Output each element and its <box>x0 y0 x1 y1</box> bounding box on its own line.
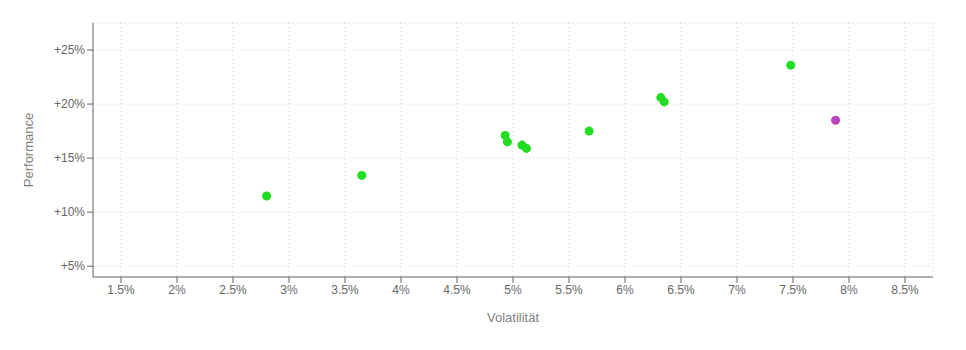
svg-text:Performance: Performance <box>21 113 36 187</box>
svg-text:8.5%: 8.5% <box>891 283 919 297</box>
svg-text:4.5%: 4.5% <box>443 283 471 297</box>
svg-text:+20%: +20% <box>54 97 85 111</box>
svg-text:+25%: +25% <box>54 43 85 57</box>
svg-text:4%: 4% <box>392 283 410 297</box>
svg-text:6%: 6% <box>616 283 634 297</box>
svg-text:+15%: +15% <box>54 151 85 165</box>
svg-text:3.5%: 3.5% <box>331 283 359 297</box>
svg-text:+5%: +5% <box>61 259 86 273</box>
svg-text:1.5%: 1.5% <box>107 283 135 297</box>
svg-text:5%: 5% <box>504 283 522 297</box>
svg-text:7.5%: 7.5% <box>779 283 807 297</box>
svg-text:2%: 2% <box>168 283 186 297</box>
svg-text:3%: 3% <box>280 283 298 297</box>
svg-text:5.5%: 5.5% <box>555 283 583 297</box>
svg-text:7%: 7% <box>728 283 746 297</box>
svg-text:+10%: +10% <box>54 205 85 219</box>
svg-text:Volatilität: Volatilität <box>487 310 539 325</box>
svg-text:8%: 8% <box>840 283 858 297</box>
svg-text:2.5%: 2.5% <box>219 283 247 297</box>
svg-text:6.5%: 6.5% <box>667 283 695 297</box>
